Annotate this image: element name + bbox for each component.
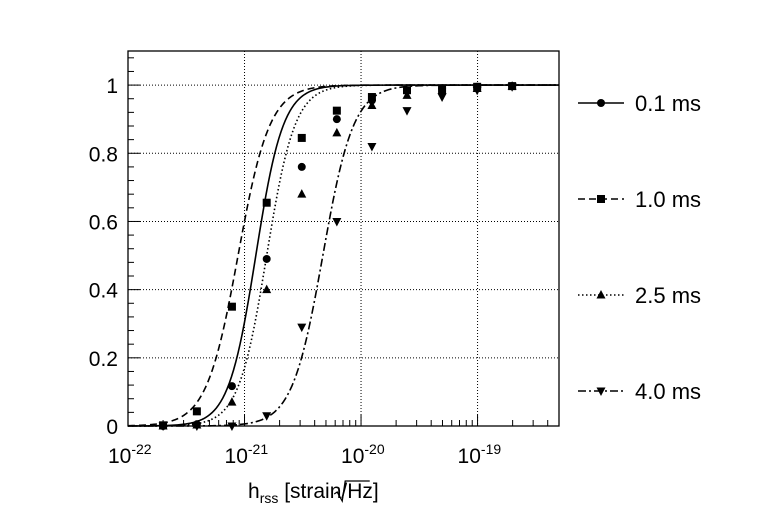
data-point-series-3 — [262, 412, 272, 421]
data-point-series-3 — [158, 422, 168, 431]
data-point-series-3 — [402, 107, 412, 116]
x-axis-title-unit: Hz — [347, 480, 373, 503]
data-point-series-1 — [402, 86, 411, 95]
legend-label-2: 2.5 ms — [635, 283, 701, 308]
x-tick-label: 10-19 — [458, 441, 502, 468]
data-point-series-1 — [297, 133, 306, 142]
data-point-series-0 — [297, 162, 306, 171]
data-point-series-3 — [507, 83, 517, 92]
x-axis-title-sub: rss — [260, 490, 279, 506]
data-point-series-2 — [227, 397, 237, 406]
data-point-series-0 — [227, 382, 236, 391]
plot-frame — [127, 50, 560, 427]
y-tick-label: 1 — [106, 75, 118, 98]
x-axis-title-main: h — [248, 480, 260, 503]
data-point-series-1 — [192, 407, 201, 416]
data-point-series-3 — [192, 422, 202, 431]
data-point-series-3 — [227, 422, 237, 431]
y-tick-label: 0.6 — [89, 211, 118, 234]
data-point-series-2 — [297, 189, 307, 198]
data-point-series-3 — [472, 86, 482, 96]
grid — [128, 51, 559, 426]
data-point-series-3 — [297, 323, 307, 333]
data-markers — [158, 81, 517, 431]
data-point-series-2 — [437, 85, 447, 94]
data-point-series-3 — [437, 93, 447, 103]
legend-marker-1 — [597, 195, 605, 203]
x-tick-label: 10-20 — [341, 441, 385, 468]
x-tick-label-base: 10 — [108, 445, 131, 468]
data-point-series-1 — [367, 93, 376, 102]
x-axis-title-close: ] — [373, 480, 379, 503]
legend-marker-3 — [596, 387, 606, 396]
y-tick-label: 0.2 — [89, 348, 118, 371]
x-tick-label-exponent: -22 — [131, 441, 151, 457]
legend-marker-0 — [597, 99, 605, 107]
y-tick-label: 0 — [106, 416, 118, 439]
x-tick-label-exponent: -21 — [248, 441, 268, 457]
legend-label-0: 0.1 ms — [635, 91, 701, 116]
y-tick-label: 0.4 — [89, 280, 119, 303]
x-tick-label: 10-21 — [225, 441, 269, 468]
x-tick-label-base: 10 — [341, 445, 364, 468]
data-point-series-2 — [262, 284, 272, 294]
data-point-series-2 — [402, 90, 412, 99]
data-point-series-2 — [332, 127, 342, 137]
data-point-series-0 — [332, 115, 341, 124]
x-tick-label-exponent: -20 — [364, 441, 384, 457]
x-tick-label-base: 10 — [458, 445, 481, 468]
legend-label-1: 1.0 ms — [635, 187, 701, 212]
y-tick-label: 0.8 — [89, 143, 118, 166]
x-axis-title: hrss [strain/Hz] — [248, 480, 379, 506]
data-point-series-3 — [367, 142, 377, 152]
legend: 0.1 ms 1.0 ms 2.5 ms 4.0 ms — [578, 91, 701, 404]
data-point-series-3 — [332, 217, 342, 227]
data-point-series-1 — [227, 302, 236, 311]
sqrt-sign — [333, 480, 370, 503]
data-point-series-1 — [332, 106, 341, 115]
x-axis-title-rest: [strain/ — [278, 480, 347, 503]
legend-marker-2 — [596, 290, 606, 299]
x-tick-label-exponent: -19 — [481, 441, 501, 457]
legend-label-3: 4.0 ms — [635, 379, 701, 404]
x-tick-label: 10-22 — [108, 441, 152, 468]
x-tick-label-base: 10 — [225, 445, 248, 468]
data-point-series-2 — [367, 100, 377, 110]
axis-ticks — [127, 57, 549, 427]
data-point-series-1 — [262, 198, 271, 207]
data-point-series-0 — [262, 254, 271, 263]
